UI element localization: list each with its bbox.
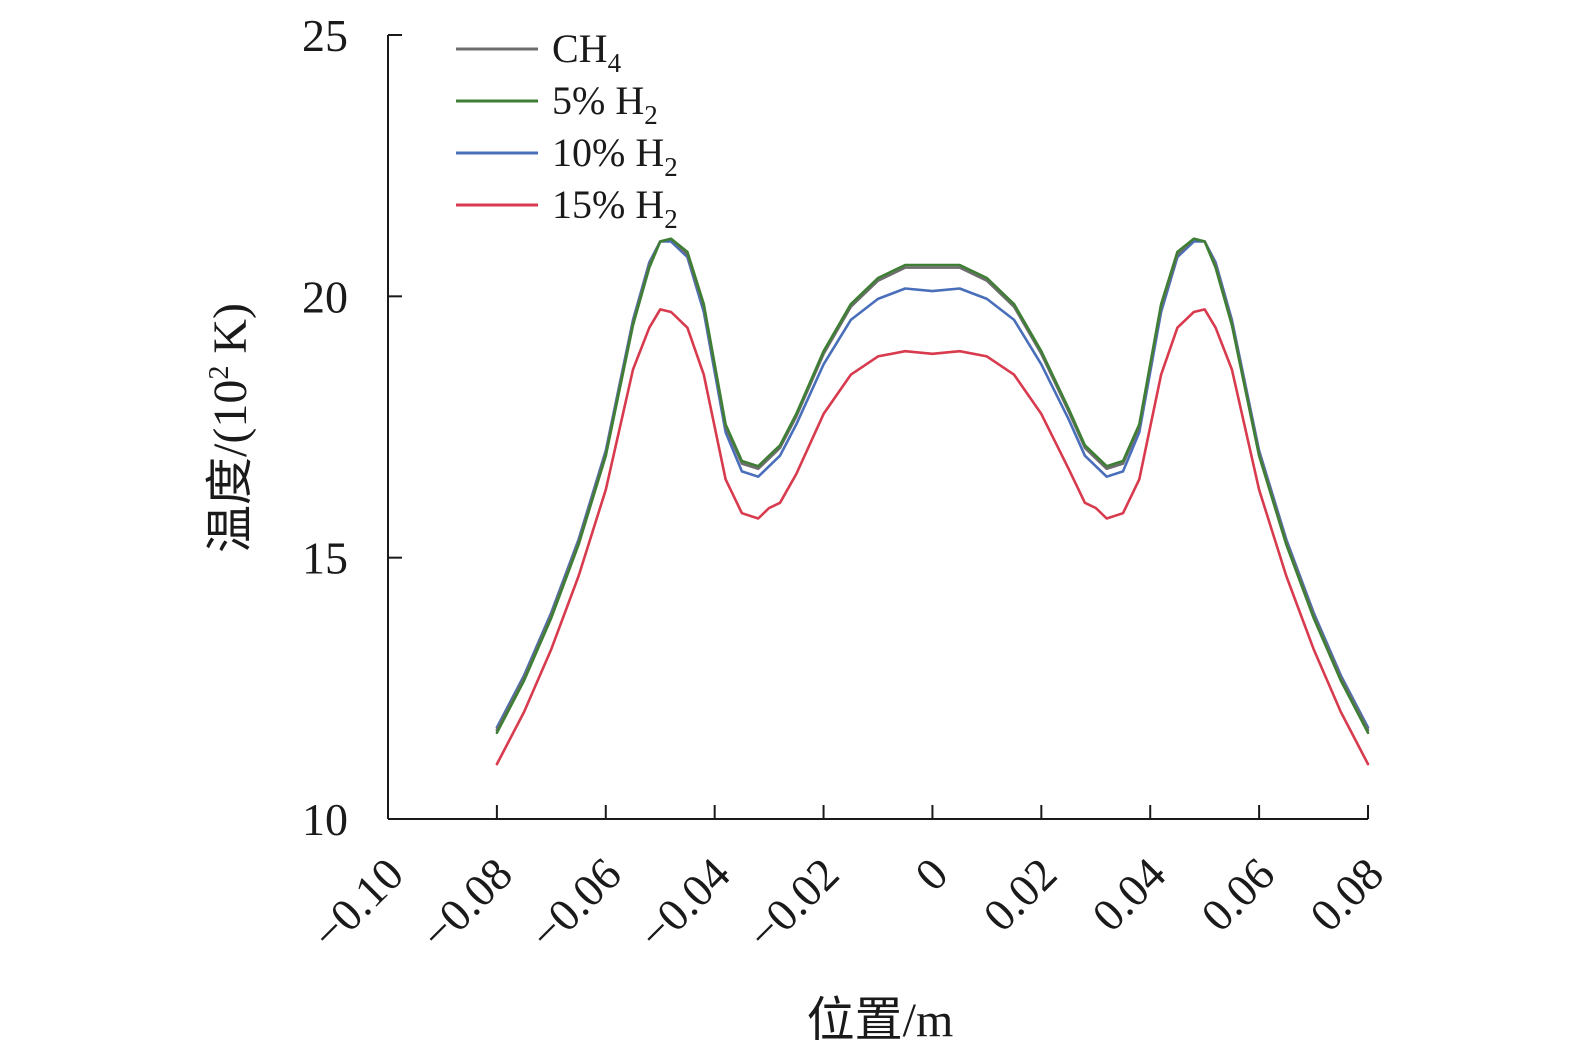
y-axis-title: 温度/(102 K) <box>204 303 257 553</box>
x-tick-label: 0.04 <box>1082 848 1175 941</box>
series-line-15-h2 <box>495 308 1370 766</box>
x-tick-label: 0.08 <box>1300 848 1393 941</box>
x-tick-label: −0.04 <box>628 848 739 959</box>
y-tick-label: 20 <box>302 271 348 322</box>
series-line-ch4 <box>495 237 1370 732</box>
x-tick-label: −0.06 <box>520 848 631 959</box>
legend-label: 5% H2 <box>552 78 658 130</box>
y-tick-label: 10 <box>302 794 348 845</box>
y-axis-title-sup: 2 <box>204 366 235 380</box>
y-tick-label: 25 <box>302 10 348 61</box>
x-tick-label: −0.10 <box>302 848 413 959</box>
series-layer <box>495 237 1370 766</box>
x-tick-label: −0.02 <box>737 848 848 959</box>
x-tick-label: 0.02 <box>973 848 1066 941</box>
x-tick-label: 0 <box>905 848 957 900</box>
legend-label: 10% H2 <box>552 130 678 182</box>
series-line-10-h2 <box>495 240 1370 729</box>
y-axis-title-suffix: K) <box>204 303 257 366</box>
y-axis-title-prefix: 温度/(10 <box>204 380 257 553</box>
x-axis-title: 位置/m <box>807 994 954 1047</box>
series-line-5-h2 <box>495 237 1370 735</box>
x-tick-label: 0.06 <box>1191 848 1284 941</box>
y-tick-label: 15 <box>302 533 348 584</box>
x-tick-label: −0.08 <box>411 848 522 959</box>
legend-label: CH4 <box>552 26 622 78</box>
legend-label: 15% H2 <box>552 182 678 234</box>
